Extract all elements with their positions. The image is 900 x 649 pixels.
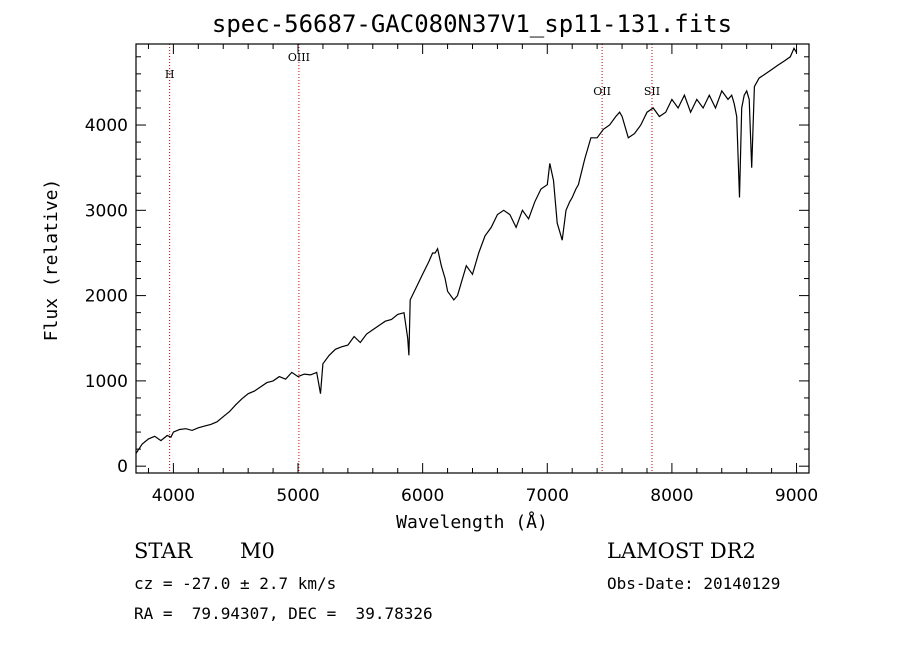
y-tick-label: 4000 [85, 116, 128, 136]
object-subclass: M0 [240, 539, 275, 563]
y-axis-label: Flux (relative) [41, 179, 62, 342]
emission-line-label: OIII [288, 51, 310, 64]
y-tick-label: 3000 [85, 201, 128, 221]
emission-line-markers: H OIII OII SII [165, 44, 660, 473]
redshift-velocity: cz = -27.0 ± 2.7 km/s [134, 574, 337, 593]
x-axis-ticks: 4000 5000 6000 7000 8000 9000 [147, 44, 818, 506]
chart-title: spec-56687-GAC080N37V1_sp11-131.fits [212, 10, 732, 38]
y-tick-label: 2000 [85, 287, 128, 307]
coordinates: RA = 79.94307, DEC = 39.78326 [134, 604, 433, 623]
observation-date: Obs-Date: 20140129 [607, 574, 781, 593]
object-class: STAR [134, 539, 193, 563]
x-axis-label: Wavelength (Å) [396, 511, 548, 533]
emission-line-label: H [165, 68, 175, 81]
emission-line-label: OII [593, 85, 611, 98]
x-tick-label: 8000 [650, 486, 693, 506]
x-tick-label: 7000 [526, 486, 569, 506]
plot-area: H OIII OII SII 4000 5000 6000 7000 8000 9000 0 10… [85, 43, 818, 506]
survey-name: LAMOST DR2 [607, 539, 756, 563]
x-tick-label: 6000 [401, 486, 444, 506]
y-tick-label: 0 [117, 457, 128, 477]
x-tick-label: 5000 [276, 486, 319, 506]
plot-frame [135, 43, 810, 474]
x-tick-label: 4000 [152, 486, 195, 506]
spectrum-series [135, 46, 798, 454]
emission-line-label: SII [644, 85, 660, 98]
y-axis-ticks: 0 1000 2000 3000 4000 [85, 56, 809, 477]
spectrum-chart: spec-56687-GAC080N37V1_sp11-131.fits H OI… [41, 10, 818, 533]
y-tick-label: 1000 [85, 372, 128, 392]
x-tick-label: 9000 [775, 486, 818, 506]
